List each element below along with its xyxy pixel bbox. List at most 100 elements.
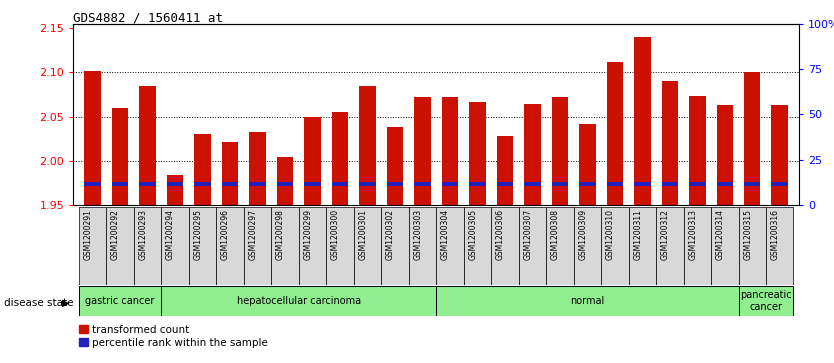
Text: GSM1200306: GSM1200306 xyxy=(496,209,505,260)
FancyBboxPatch shape xyxy=(79,207,107,285)
Bar xyxy=(194,182,211,186)
Text: GSM1200314: GSM1200314 xyxy=(716,209,725,260)
Bar xyxy=(689,182,706,186)
FancyBboxPatch shape xyxy=(107,207,133,285)
Bar xyxy=(277,182,294,186)
Bar xyxy=(744,72,761,205)
Bar xyxy=(387,182,403,186)
FancyBboxPatch shape xyxy=(299,207,326,285)
FancyBboxPatch shape xyxy=(766,207,793,285)
Bar xyxy=(304,117,321,205)
FancyBboxPatch shape xyxy=(326,207,354,285)
Bar xyxy=(167,182,183,186)
Bar xyxy=(771,182,788,186)
FancyBboxPatch shape xyxy=(629,207,656,285)
FancyBboxPatch shape xyxy=(161,286,436,316)
Bar xyxy=(167,175,183,205)
Text: GSM1200296: GSM1200296 xyxy=(221,209,230,260)
Bar xyxy=(716,105,733,205)
Bar xyxy=(304,182,321,186)
Bar xyxy=(606,182,623,186)
Text: GSM1200293: GSM1200293 xyxy=(138,209,148,260)
Legend: transformed count, percentile rank within the sample: transformed count, percentile rank withi… xyxy=(78,325,268,348)
FancyBboxPatch shape xyxy=(436,286,738,316)
FancyBboxPatch shape xyxy=(574,207,601,285)
Text: GSM1200316: GSM1200316 xyxy=(771,209,780,260)
FancyBboxPatch shape xyxy=(519,207,546,285)
Bar xyxy=(716,182,733,186)
Bar xyxy=(387,127,403,205)
Text: normal: normal xyxy=(570,296,605,306)
Bar xyxy=(249,132,266,205)
Text: GSM1200300: GSM1200300 xyxy=(331,209,340,260)
FancyBboxPatch shape xyxy=(464,207,491,285)
FancyBboxPatch shape xyxy=(684,207,711,285)
Text: GSM1200298: GSM1200298 xyxy=(276,209,285,260)
Bar xyxy=(496,136,513,205)
Bar xyxy=(606,62,623,205)
FancyBboxPatch shape xyxy=(601,207,629,285)
Bar xyxy=(551,182,568,186)
Bar xyxy=(524,104,540,205)
Bar xyxy=(139,86,156,205)
Bar xyxy=(84,72,101,205)
Text: ▶: ▶ xyxy=(62,298,69,308)
FancyBboxPatch shape xyxy=(656,207,684,285)
Text: GSM1200295: GSM1200295 xyxy=(193,209,203,260)
FancyBboxPatch shape xyxy=(381,207,409,285)
Bar xyxy=(634,37,651,205)
Bar xyxy=(249,182,266,186)
FancyBboxPatch shape xyxy=(271,207,299,285)
Bar xyxy=(442,182,458,186)
Bar xyxy=(661,182,678,186)
Bar xyxy=(112,182,128,186)
Text: pancreatic
cancer: pancreatic cancer xyxy=(741,290,791,311)
FancyBboxPatch shape xyxy=(546,207,574,285)
Text: GSM1200313: GSM1200313 xyxy=(688,209,697,260)
Bar xyxy=(744,182,761,186)
FancyBboxPatch shape xyxy=(188,207,216,285)
Text: GSM1200299: GSM1200299 xyxy=(304,209,313,260)
Bar xyxy=(194,134,211,205)
FancyBboxPatch shape xyxy=(711,207,738,285)
Bar xyxy=(414,182,430,186)
FancyBboxPatch shape xyxy=(436,207,464,285)
FancyBboxPatch shape xyxy=(133,207,161,285)
FancyBboxPatch shape xyxy=(354,207,381,285)
Text: GSM1200312: GSM1200312 xyxy=(661,209,670,260)
Bar xyxy=(277,157,294,205)
FancyBboxPatch shape xyxy=(738,207,766,285)
Bar xyxy=(359,86,375,205)
Text: GSM1200309: GSM1200309 xyxy=(578,209,587,260)
Bar xyxy=(524,182,540,186)
Text: hepatocellular carcinoma: hepatocellular carcinoma xyxy=(237,296,361,306)
Text: GDS4882 / 1560411_at: GDS4882 / 1560411_at xyxy=(73,11,224,24)
Bar xyxy=(222,182,239,186)
Bar xyxy=(332,112,349,205)
FancyBboxPatch shape xyxy=(244,207,271,285)
Bar xyxy=(634,182,651,186)
FancyBboxPatch shape xyxy=(738,286,793,316)
Bar xyxy=(442,97,458,205)
Bar xyxy=(496,182,513,186)
FancyBboxPatch shape xyxy=(491,207,519,285)
Text: GSM1200292: GSM1200292 xyxy=(111,209,120,260)
Bar xyxy=(579,182,595,186)
Bar xyxy=(332,182,349,186)
Text: GSM1200311: GSM1200311 xyxy=(633,209,642,260)
Bar xyxy=(551,97,568,205)
Text: GSM1200315: GSM1200315 xyxy=(743,209,752,260)
Bar xyxy=(470,102,485,205)
Bar xyxy=(661,81,678,205)
Text: GSM1200308: GSM1200308 xyxy=(551,209,560,260)
Bar xyxy=(579,124,595,205)
Bar xyxy=(112,108,128,205)
Bar xyxy=(139,182,156,186)
Text: disease state: disease state xyxy=(4,298,73,308)
Text: GSM1200310: GSM1200310 xyxy=(605,209,615,260)
FancyBboxPatch shape xyxy=(161,207,188,285)
FancyBboxPatch shape xyxy=(216,207,244,285)
Bar xyxy=(84,182,101,186)
Bar xyxy=(414,97,430,205)
Text: GSM1200305: GSM1200305 xyxy=(469,209,477,260)
